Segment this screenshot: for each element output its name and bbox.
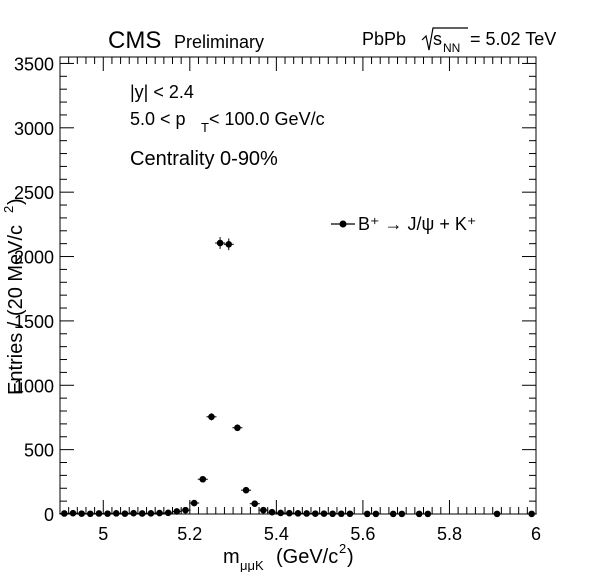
data-point	[267, 508, 278, 516]
svg-text:NN: NN	[443, 41, 460, 55]
legend-entry: B⁺ → J/ψ + K⁺	[358, 214, 476, 234]
sqrt-snn: s NN	[421, 27, 468, 55]
y-axis: 0 500 1000 1500 2000 2500 3000 3500	[14, 54, 536, 525]
centrality-label: Centrality 0-90%	[130, 148, 278, 170]
data-point	[223, 238, 234, 251]
y-tick-label: 3500	[14, 54, 54, 74]
y-tick-label: 2500	[14, 183, 54, 203]
data-point	[293, 510, 303, 517]
data-point	[93, 510, 104, 517]
data-points	[59, 237, 537, 518]
svg-text:): )	[347, 546, 354, 568]
svg-text:μμK: μμK	[240, 558, 264, 572]
data-point	[206, 413, 217, 421]
data-point	[249, 500, 260, 508]
data-point	[154, 509, 165, 517]
y-tick-label: 2000	[14, 248, 54, 268]
pt-cut: 5.0 < p T < 100.0 GeV/c	[130, 109, 325, 135]
y-tick-label: 1000	[14, 376, 54, 396]
x-tick-label: 5.2	[177, 524, 202, 544]
data-point	[327, 510, 338, 518]
svg-text:Entries / (20 MeV/c: Entries / (20 MeV/c	[5, 225, 27, 395]
data-point	[197, 475, 208, 483]
x-axis-title: m μμK (GeV/c 2 )	[223, 541, 354, 572]
y-axis-title: Entries / (20 MeV/c 2 )	[1, 198, 27, 395]
data-point	[67, 509, 78, 517]
y-tick-label: 3000	[14, 119, 54, 139]
data-point	[388, 510, 399, 518]
data-point	[318, 510, 329, 517]
data-point	[137, 510, 148, 517]
data-point	[85, 510, 96, 518]
x-tick-label: 5	[98, 524, 108, 544]
svg-text:m: m	[223, 546, 240, 568]
rapidity-cut: |y| < 2.4	[130, 82, 194, 102]
x-tick-label: 5.6	[350, 524, 375, 544]
svg-text:s: s	[433, 29, 442, 49]
data-point	[422, 510, 433, 518]
data-point	[102, 510, 113, 517]
y-tick-label: 0	[44, 505, 54, 525]
data-point	[215, 237, 226, 249]
data-point	[128, 509, 139, 517]
status-label: Preliminary	[174, 32, 264, 52]
data-point	[301, 510, 312, 517]
data-point	[189, 499, 200, 507]
svg-text:(GeV/c: (GeV/c	[276, 546, 338, 568]
x-tick-label: 5.8	[437, 524, 462, 544]
svg-text:< 100.0 GeV/c: < 100.0 GeV/c	[209, 109, 325, 129]
data-point	[163, 509, 174, 517]
data-point	[362, 510, 373, 518]
x-axis: 5 5.2 5.4 5.6 5.8 6	[59, 57, 541, 544]
y-tick-label: 1500	[14, 312, 54, 332]
data-point	[232, 424, 243, 432]
data-point	[258, 506, 269, 514]
data-point	[76, 510, 87, 517]
data-point	[171, 508, 182, 515]
data-point	[180, 506, 191, 514]
data-point	[492, 510, 503, 518]
data-point	[111, 510, 122, 517]
data-point	[336, 510, 347, 518]
data-point	[145, 510, 156, 517]
data-point	[59, 510, 70, 517]
data-point	[344, 510, 355, 518]
data-point	[526, 510, 537, 518]
svg-text:2: 2	[339, 541, 346, 556]
data-point	[414, 510, 425, 518]
legend: B⁺ → J/ψ + K⁺	[331, 214, 476, 234]
energy-label: = 5.02 TeV	[470, 29, 556, 49]
data-point	[310, 510, 321, 517]
data-point	[370, 510, 381, 518]
svg-text:): )	[5, 198, 27, 205]
data-point	[284, 509, 295, 517]
x-tick-label: 5.4	[264, 524, 289, 544]
experiment-label: CMS	[108, 27, 161, 54]
svg-text:2: 2	[1, 206, 16, 213]
y-tick-label: 500	[24, 441, 54, 461]
svg-text:5.0 < p: 5.0 < p	[130, 109, 186, 129]
data-point	[241, 486, 252, 494]
x-tick-label: 6	[531, 524, 541, 544]
legend-marker	[339, 220, 347, 228]
svg-text:T: T	[201, 120, 209, 135]
data-point	[396, 510, 407, 518]
data-point	[275, 509, 286, 517]
system-label: PbPb	[362, 29, 406, 49]
data-point	[119, 510, 130, 517]
